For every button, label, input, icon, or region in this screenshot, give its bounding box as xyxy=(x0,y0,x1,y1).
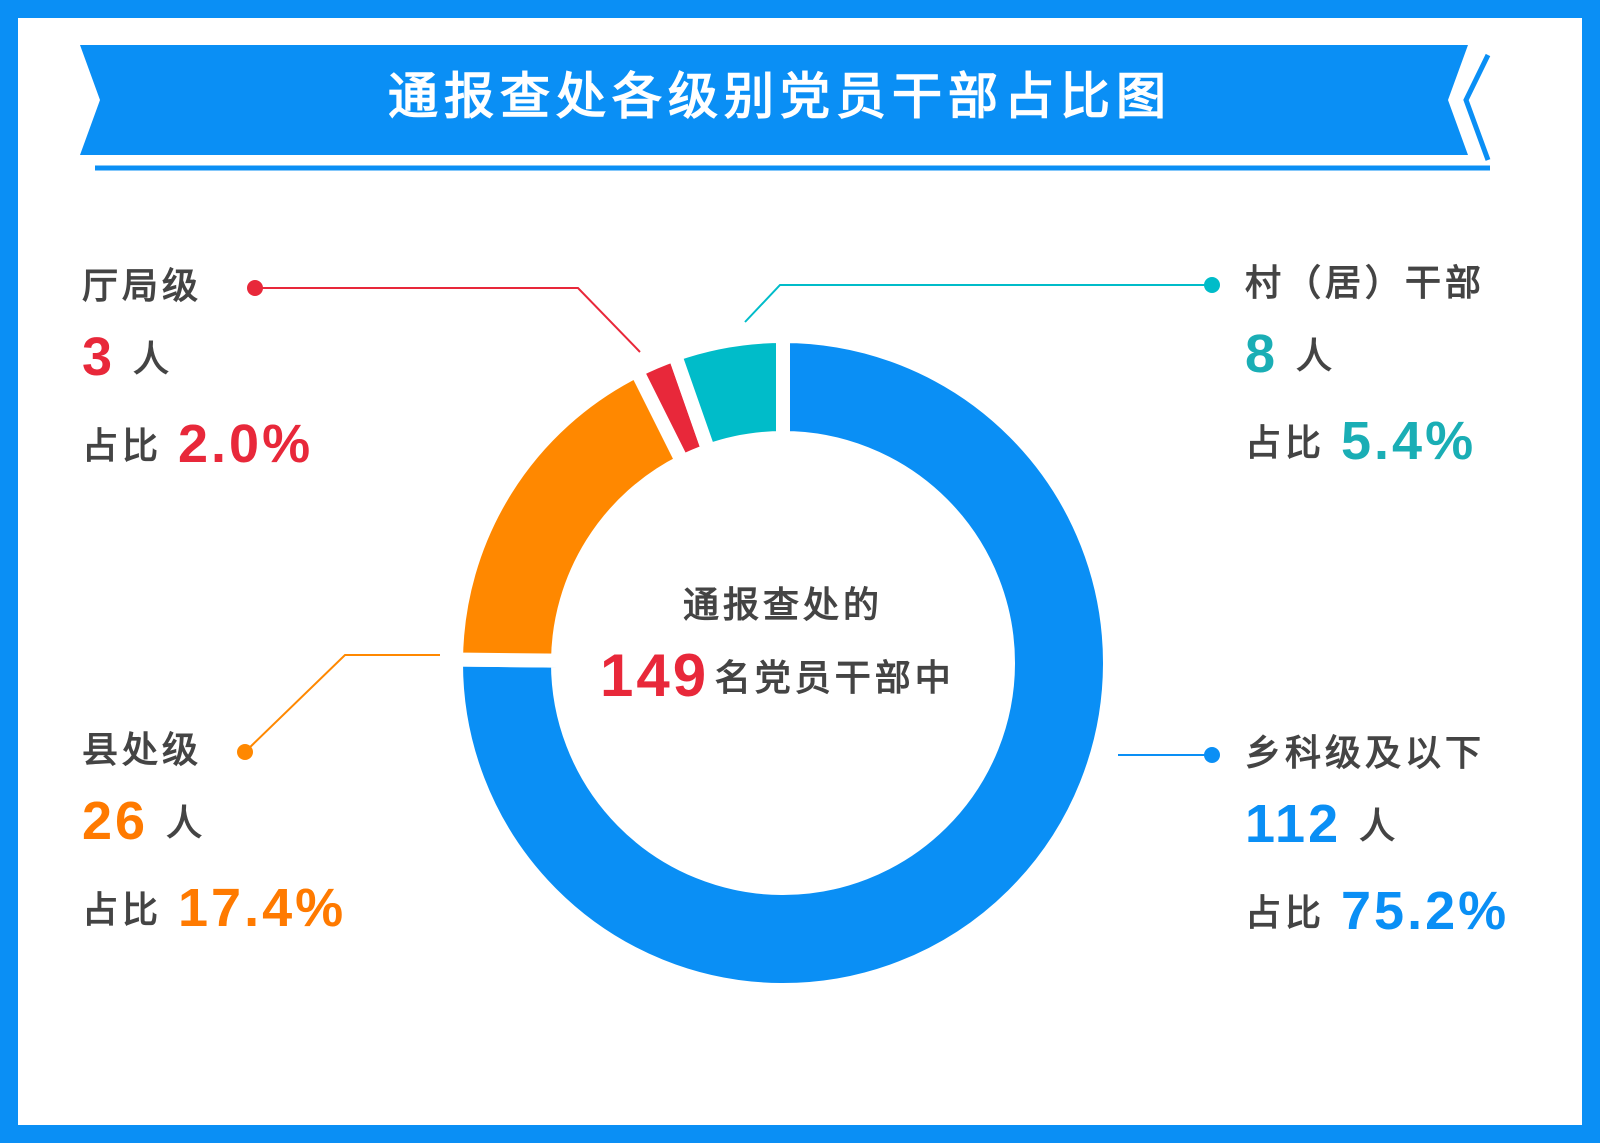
unit: 人 xyxy=(166,803,202,844)
category-label: 县处级 xyxy=(82,730,202,771)
leader-line xyxy=(244,654,440,753)
center-text: 149 名党员干部中 xyxy=(600,642,955,709)
percent: 75.2% xyxy=(1341,881,1509,941)
donut-slice xyxy=(665,328,790,460)
donut-slice xyxy=(449,328,1117,997)
center-prefix: 通报查处的 xyxy=(683,585,883,626)
category-label: 乡科级及以下 xyxy=(1245,733,1485,774)
leader-dot xyxy=(247,280,263,296)
leader-dot xyxy=(1204,277,1220,293)
count: 112 xyxy=(1245,794,1341,854)
count: 26 xyxy=(82,791,148,851)
banner-stripe xyxy=(1463,53,1491,161)
percent: 2.0% xyxy=(178,414,313,474)
category-label: 村（居）干部 xyxy=(1245,263,1485,304)
share-label: 占比 xyxy=(1245,423,1325,464)
unit: 人 xyxy=(1359,806,1395,847)
share-label: 占比 xyxy=(1245,893,1325,934)
category-label: 厅局级 xyxy=(82,266,202,307)
leader-line xyxy=(744,284,1212,323)
leader-dot xyxy=(1204,747,1220,763)
share-line: 占比 5.4% xyxy=(1245,411,1476,471)
center-suffix: 名党员干部中 xyxy=(715,658,955,699)
share-line: 占比 2.0% xyxy=(82,414,313,474)
count: 8 xyxy=(1245,324,1278,384)
count: 3 xyxy=(82,327,115,387)
total: 149 xyxy=(600,642,709,709)
share-label: 占比 xyxy=(82,890,162,931)
share-line: 占比 17.4% xyxy=(82,878,346,938)
count-line: 112 人 xyxy=(1245,794,1395,854)
count-line: 26 人 xyxy=(82,791,202,851)
leader-line xyxy=(255,287,641,353)
leader-dot xyxy=(237,744,253,760)
percent: 17.4% xyxy=(178,878,346,938)
unit: 人 xyxy=(133,339,169,380)
chart-title: 通报查处各级别党员干部占比图 xyxy=(388,68,1172,126)
title-banner xyxy=(80,45,1468,155)
unit: 人 xyxy=(1296,336,1332,377)
share-line: 占比 75.2% xyxy=(1245,881,1509,941)
share-label: 占比 xyxy=(82,426,162,467)
percent: 5.4% xyxy=(1341,411,1476,471)
